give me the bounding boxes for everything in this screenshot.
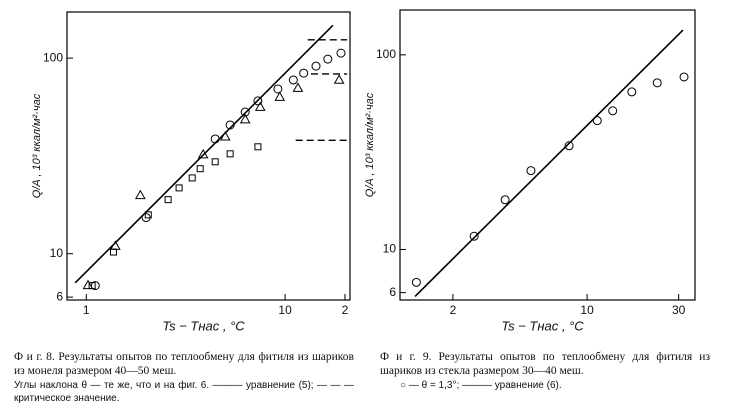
point: [311, 61, 321, 71]
x-tick-label: 1: [83, 303, 90, 317]
point: [164, 196, 172, 204]
point: [323, 54, 333, 64]
x-tick-label: 2: [342, 303, 349, 317]
point: [211, 158, 219, 166]
point: [109, 248, 117, 256]
point: [273, 84, 283, 94]
note: Углы наклона θ — те же, что и на фиг. 6.…: [14, 380, 354, 404]
x-axis-label: Ts − Tнас , °C: [501, 318, 584, 333]
y-tick-label: 100: [376, 47, 396, 61]
point: [197, 148, 209, 159]
point: [219, 130, 231, 141]
y-axis-label: Q/A , 10³ ккал/м²·час: [31, 93, 43, 198]
plot-frame: [399, 9, 696, 301]
point: [253, 96, 263, 106]
plot-frame: [66, 11, 351, 301]
point: [469, 231, 479, 241]
point: [226, 150, 234, 158]
x-axis-label: Ts − Tнас , °C: [162, 318, 245, 333]
point: [144, 211, 152, 219]
y-tick-label: 100: [43, 50, 63, 64]
point: [196, 165, 204, 173]
point: [210, 134, 220, 144]
point: [188, 174, 196, 182]
x-tick-label: 2: [450, 303, 457, 317]
point: [299, 68, 309, 78]
x-tick-label: 30: [672, 303, 686, 317]
caption: Ф и г. 8. Результаты опытов по теплообме…: [14, 351, 354, 377]
point: [526, 166, 536, 176]
point: [333, 74, 345, 84]
point: [652, 78, 662, 88]
caption: Ф и г. 9. Результаты опытов по теплообме…: [380, 351, 710, 377]
point: [274, 91, 286, 101]
note: ○ — θ = 1,3°; ——— уравнение (6).: [400, 380, 562, 391]
point: [627, 87, 637, 97]
point: [240, 107, 250, 117]
point: [225, 120, 235, 130]
y-tick-label: 10: [50, 246, 64, 260]
point: [88, 282, 96, 290]
point: [288, 75, 298, 85]
point: [134, 189, 146, 200]
point: [336, 48, 346, 58]
y-tick-label: 6: [56, 289, 63, 303]
point: [254, 101, 266, 111]
point: [82, 279, 94, 290]
point: [564, 141, 574, 151]
point: [500, 195, 510, 205]
point: [239, 113, 251, 124]
point: [175, 184, 183, 192]
point: [411, 277, 421, 287]
fit-line: [414, 29, 684, 297]
point: [592, 116, 602, 126]
fit-line: [74, 24, 334, 284]
point: [254, 143, 262, 151]
point: [608, 106, 618, 116]
y-tick-label: 6: [389, 285, 396, 299]
point: [292, 82, 304, 92]
y-axis-label: Q/A , 10³ ккал/м²·час: [364, 92, 376, 197]
x-tick-label: 10: [278, 303, 292, 317]
x-tick-label: 10: [580, 303, 594, 317]
y-tick-label: 10: [383, 242, 397, 256]
point: [679, 72, 689, 82]
